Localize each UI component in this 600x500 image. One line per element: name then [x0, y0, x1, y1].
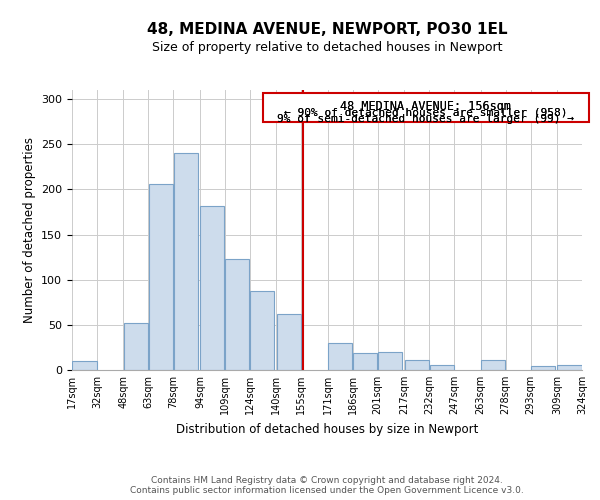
Bar: [328, 343, 352, 370]
Text: ← 90% of detached houses are smaller (958): ← 90% of detached houses are smaller (95…: [284, 107, 568, 117]
Text: Contains public sector information licensed under the Open Government Licence v3: Contains public sector information licen…: [130, 486, 524, 495]
Bar: [73, 361, 97, 370]
Bar: [404, 360, 429, 370]
Bar: [277, 314, 301, 370]
Y-axis label: Number of detached properties: Number of detached properties: [23, 137, 35, 323]
Bar: [174, 153, 198, 370]
Bar: [378, 352, 402, 370]
Bar: [124, 323, 148, 370]
Text: Size of property relative to detached houses in Newport: Size of property relative to detached ho…: [152, 41, 502, 54]
Bar: [557, 366, 581, 370]
X-axis label: Distribution of detached houses by size in Newport: Distribution of detached houses by size …: [176, 422, 478, 436]
Text: Contains HM Land Registry data © Crown copyright and database right 2024.: Contains HM Land Registry data © Crown c…: [151, 476, 503, 485]
Bar: [481, 360, 505, 370]
Text: 48 MEDINA AVENUE: 156sqm: 48 MEDINA AVENUE: 156sqm: [340, 100, 511, 113]
Bar: [149, 184, 173, 370]
Text: ← 90% of detached houses are smaller (958): ← 90% of detached houses are smaller (95…: [284, 107, 568, 117]
Bar: [531, 366, 555, 370]
Bar: [200, 206, 224, 370]
Bar: [430, 364, 454, 370]
Text: 9% of semi-detached houses are larger (99) →: 9% of semi-detached houses are larger (9…: [277, 114, 574, 124]
Text: 48 MEDINA AVENUE: 156sqm: 48 MEDINA AVENUE: 156sqm: [340, 100, 511, 113]
Bar: [250, 290, 274, 370]
FancyBboxPatch shape: [263, 92, 589, 122]
Text: 9% of semi-detached houses are larger (99) →: 9% of semi-detached houses are larger (9…: [277, 114, 574, 124]
Text: 48, MEDINA AVENUE, NEWPORT, PO30 1EL: 48, MEDINA AVENUE, NEWPORT, PO30 1EL: [147, 22, 507, 38]
Bar: [353, 353, 377, 370]
Bar: [225, 259, 250, 370]
